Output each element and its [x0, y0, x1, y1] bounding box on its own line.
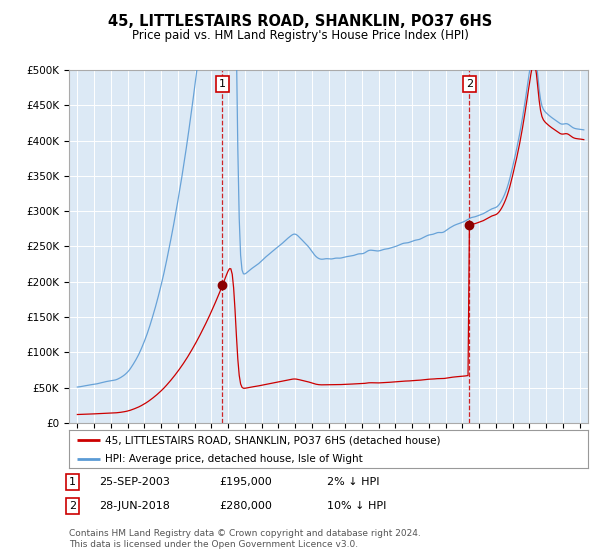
Text: 2: 2: [69, 501, 76, 511]
Text: 45, LITTLESTAIRS ROAD, SHANKLIN, PO37 6HS (detached house): 45, LITTLESTAIRS ROAD, SHANKLIN, PO37 6H…: [106, 435, 441, 445]
Text: 1: 1: [69, 477, 76, 487]
Text: 28-JUN-2018: 28-JUN-2018: [99, 501, 170, 511]
Text: 10% ↓ HPI: 10% ↓ HPI: [327, 501, 386, 511]
Text: 25-SEP-2003: 25-SEP-2003: [99, 477, 170, 487]
Text: Price paid vs. HM Land Registry's House Price Index (HPI): Price paid vs. HM Land Registry's House …: [131, 29, 469, 42]
Text: 2: 2: [466, 79, 473, 89]
Text: 45, LITTLESTAIRS ROAD, SHANKLIN, PO37 6HS: 45, LITTLESTAIRS ROAD, SHANKLIN, PO37 6H…: [108, 14, 492, 29]
Text: HPI: Average price, detached house, Isle of Wight: HPI: Average price, detached house, Isle…: [106, 454, 363, 464]
Text: £195,000: £195,000: [219, 477, 272, 487]
Text: £280,000: £280,000: [219, 501, 272, 511]
Text: Contains HM Land Registry data © Crown copyright and database right 2024.
This d: Contains HM Land Registry data © Crown c…: [69, 529, 421, 549]
Text: 1: 1: [219, 79, 226, 89]
Text: 2% ↓ HPI: 2% ↓ HPI: [327, 477, 380, 487]
